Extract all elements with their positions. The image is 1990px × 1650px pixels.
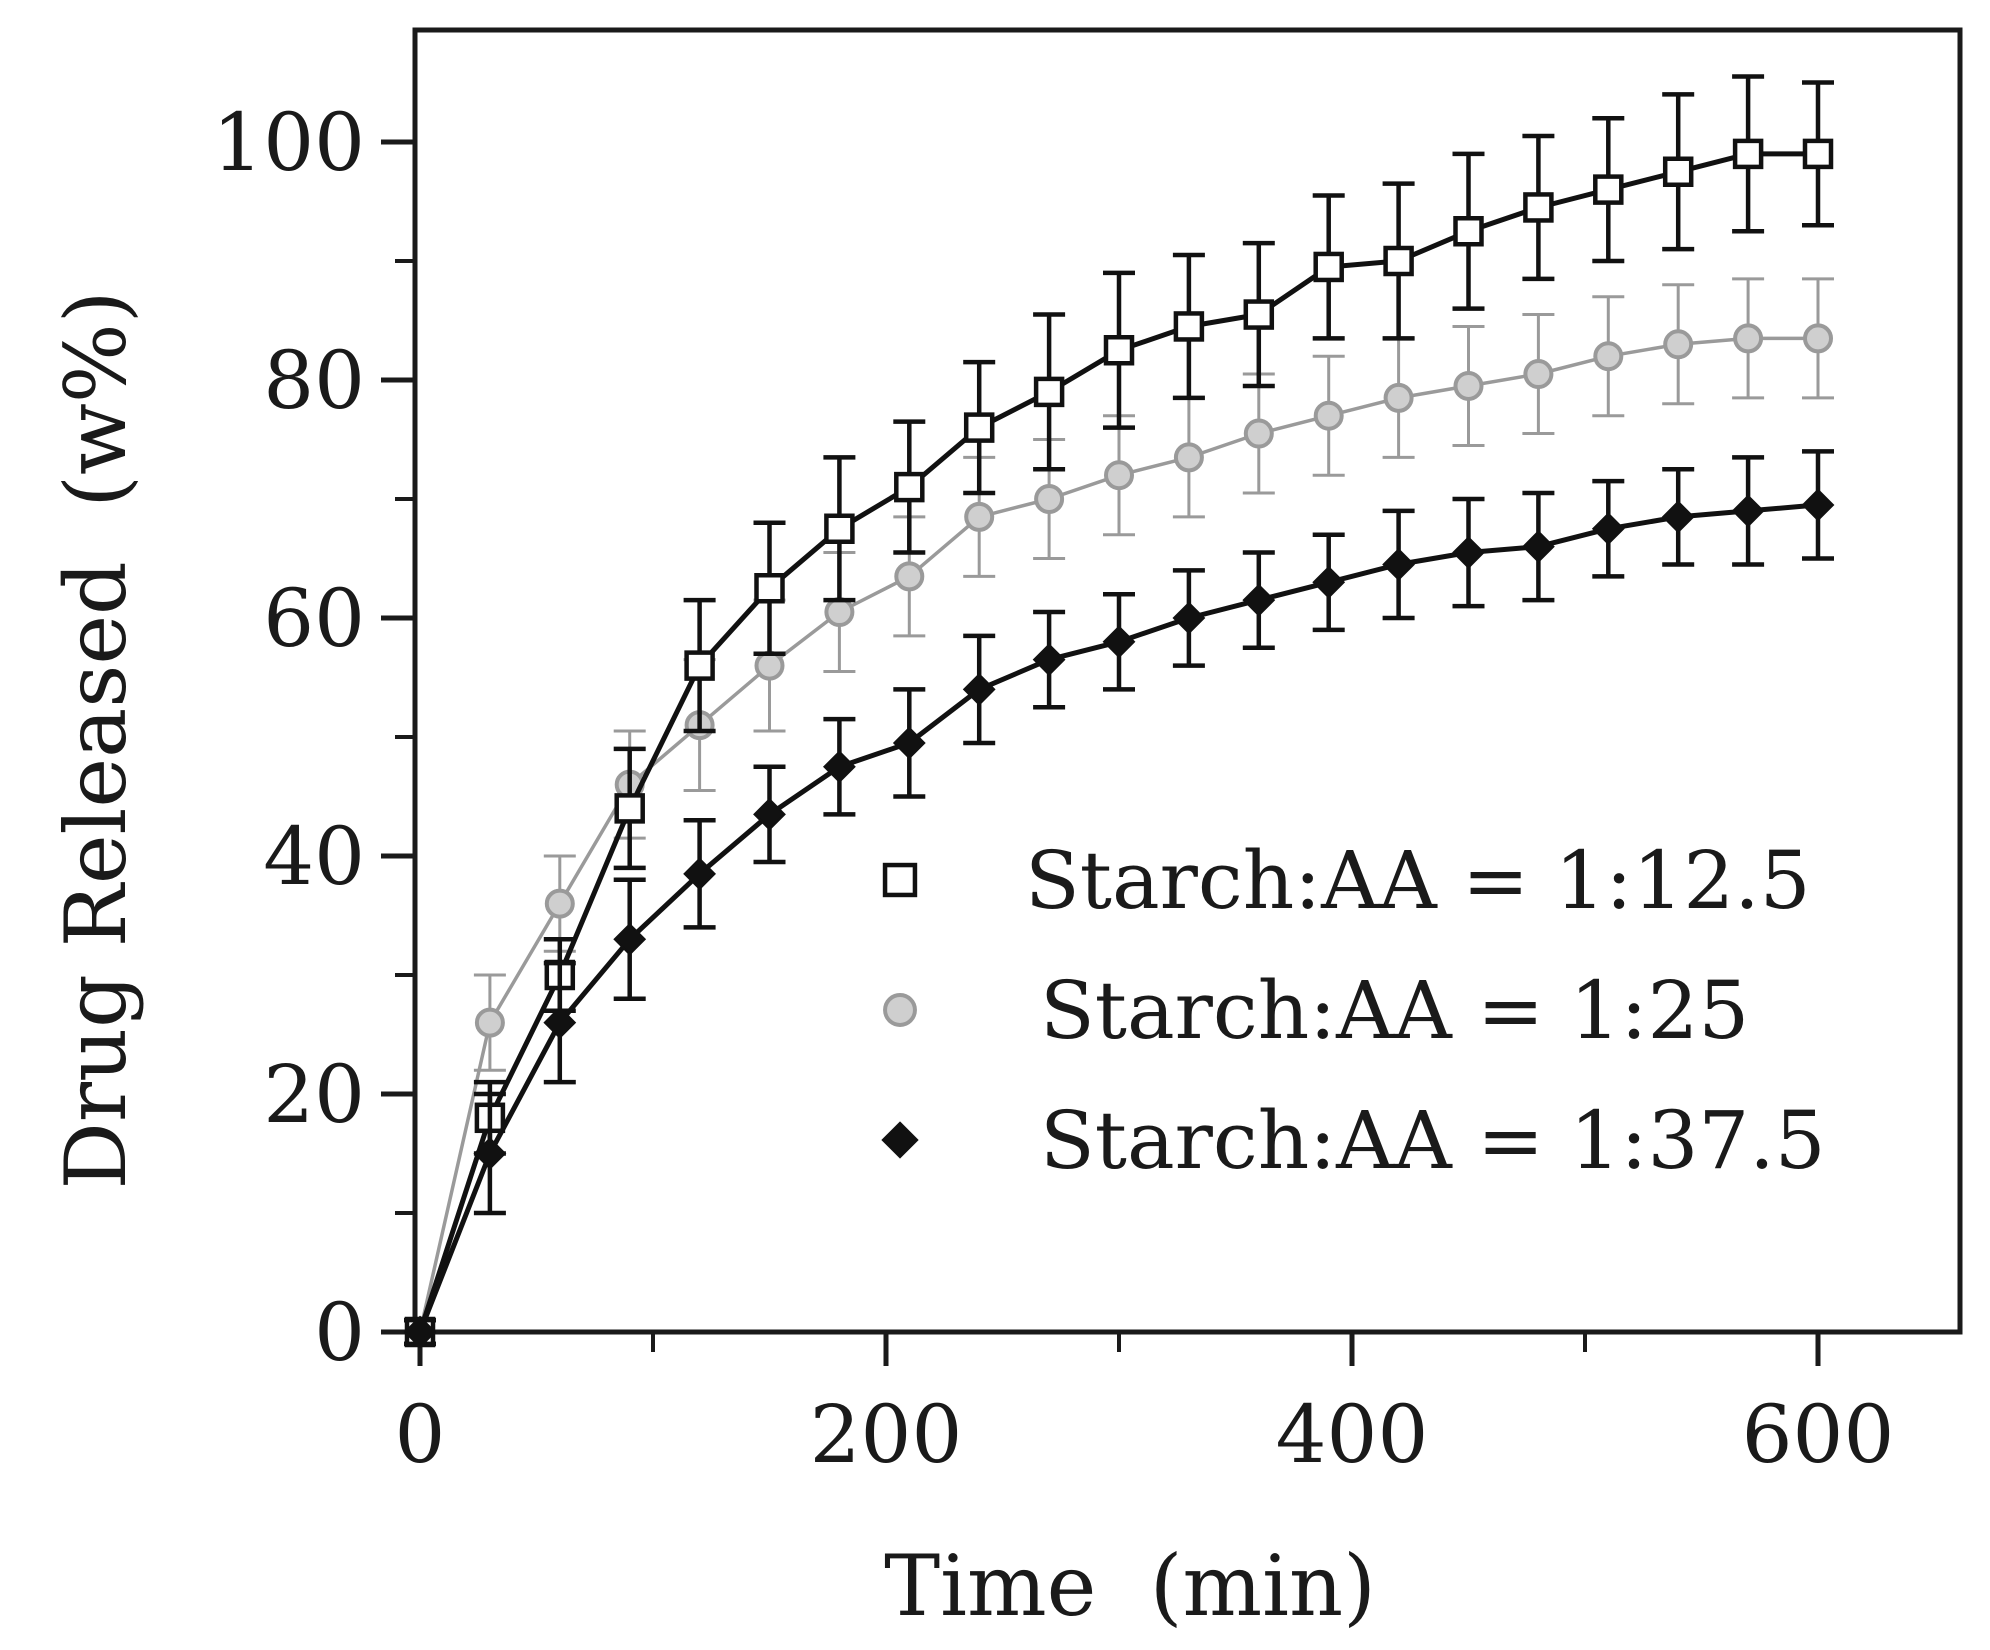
marker-open-square [1662, 156, 1694, 187]
marker-gray-circle [474, 1007, 505, 1038]
marker-open-square [1243, 299, 1275, 330]
marker-filled-diamond [1172, 601, 1206, 635]
legend-item: Starch:AA = 1:12.5 [882, 834, 1811, 927]
marker-filled-diamond [962, 672, 996, 706]
marker-filled-diamond [683, 857, 717, 891]
marker-open-square [824, 513, 855, 544]
marker-filled-diamond [403, 1315, 437, 1349]
y-axis-label: Drug Released (w%) [47, 291, 145, 1190]
marker-open-square [882, 862, 918, 898]
marker-filled-diamond [1661, 500, 1695, 534]
legend-label: Starch:AA = 1:37.5 [1040, 1094, 1826, 1187]
marker-filled-diamond [1731, 494, 1765, 528]
y-tick-label: 40 [263, 810, 365, 903]
marker-open-square [1523, 192, 1554, 223]
marker-open-square [1732, 138, 1764, 170]
marker-filled-diamond [613, 922, 647, 956]
marker-filled-diamond [1801, 488, 1835, 522]
marker-open-square [614, 793, 645, 824]
marker-filled-diamond [1102, 625, 1136, 659]
y-tick-label: 20 [263, 1048, 365, 1141]
marker-filled-diamond [1242, 583, 1276, 617]
marker-filled-diamond [822, 750, 856, 784]
marker-filled-diamond [473, 1137, 507, 1170]
marker-filled-diamond [1591, 512, 1625, 546]
marker-gray-circle [1453, 370, 1484, 401]
marker-open-square [1383, 245, 1414, 277]
marker-gray-circle [1104, 460, 1134, 491]
marker-open-square [1802, 138, 1834, 170]
y-tick-label: 0 [314, 1286, 365, 1379]
marker-open-square [1173, 311, 1205, 342]
x-tick-label: 200 [810, 1388, 963, 1481]
marker-gray-circle [544, 888, 575, 919]
series-layer [403, 74, 1835, 1349]
legend: Starch:AA = 1:12.5 Starch:AA = 1:25 Starch… [881, 834, 1826, 1187]
marker-open-square [754, 573, 785, 604]
marker-gray-circle [1663, 329, 1694, 360]
marker-open-square [1593, 174, 1624, 205]
marker-gray-circle [824, 597, 855, 628]
marker-open-square [894, 471, 925, 503]
series-filled-diamond [403, 449, 1835, 1349]
marker-filled-diamond [543, 1006, 577, 1040]
marker-gray-circle [1523, 359, 1554, 390]
marker-filled-diamond [1452, 536, 1485, 569]
marker-gray-circle [894, 561, 925, 592]
marker-filled-diamond [892, 726, 926, 760]
marker-gray-circle [1243, 418, 1274, 449]
marker-gray-circle [1593, 341, 1624, 372]
marker-filled-diamond [1312, 565, 1346, 599]
marker-gray-circle [1803, 323, 1833, 354]
tick-labels: 0 20 40 60 80 100 0 200 400 600 [212, 96, 1894, 1481]
marker-filled-diamond [753, 797, 786, 831]
x-tick-label: 600 [1742, 1388, 1895, 1481]
marker-gray-circle [1383, 382, 1414, 413]
marker-gray-circle [883, 993, 917, 1027]
marker-gray-circle [1034, 484, 1065, 514]
marker-filled-diamond [1521, 530, 1555, 564]
marker-gray-circle [1173, 442, 1204, 473]
legend-item: Starch:AA = 1:37.5 [881, 1094, 1826, 1187]
marker-gray-circle [1733, 323, 1764, 354]
marker-open-square [1313, 251, 1344, 283]
marker-filled-diamond [1382, 548, 1416, 581]
legend-item: Starch:AA = 1:25 [883, 964, 1749, 1057]
x-tick-label: 0 [395, 1388, 446, 1481]
y-tick-label: 60 [263, 572, 365, 665]
y-tick-label: 80 [263, 334, 365, 427]
marker-gray-circle [754, 650, 785, 681]
plot-frame [412, 27, 1963, 1335]
marker-filled-diamond [881, 1121, 919, 1159]
marker-open-square [684, 650, 715, 681]
legend-label: Starch:AA = 1:25 [1040, 964, 1749, 1057]
legend-label: Starch:AA = 1:12.5 [1025, 834, 1811, 927]
marker-open-square [1103, 335, 1135, 366]
marker-filled-diamond [1032, 643, 1066, 677]
x-tick-label: 400 [1276, 1388, 1429, 1481]
marker-open-square [963, 412, 995, 443]
x-axis-label: Time (min) [884, 1537, 1376, 1635]
marker-open-square [1453, 216, 1484, 247]
marker-gray-circle [964, 501, 995, 532]
marker-gray-circle [1313, 400, 1344, 431]
marker-open-square [1033, 376, 1065, 408]
y-tick-label: 100 [212, 96, 365, 189]
